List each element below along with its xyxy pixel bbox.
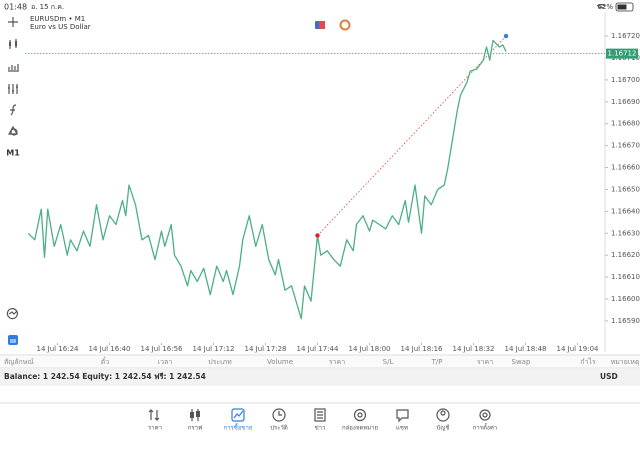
- tab-icons[interactable]: [148, 408, 491, 423]
- x-tick-label: 14 Jul 16:56: [141, 345, 184, 353]
- trade-open: [315, 233, 320, 238]
- status-date: อ. 15 ก.ค.: [31, 3, 64, 11]
- battery-icon: [615, 2, 634, 12]
- y-tick-label: 1.16680: [611, 120, 640, 128]
- x-tick-label: 14 Jul 17:44: [297, 345, 340, 353]
- x-tick-label: 14 Jul 18:32: [453, 345, 495, 353]
- chart-description: Euro vs US Dollar: [30, 23, 91, 31]
- x-tick-label: 14 Jul 18:16: [401, 345, 444, 353]
- current-price-box: [606, 48, 638, 59]
- x-tick-label: 14 Jul 18:00: [349, 345, 391, 353]
- account-summary: Balance: 1 242.54 Equity: 1 242.54 ฟรี: …: [4, 372, 206, 381]
- tab-label[interactable]: การตั้งค่า: [473, 422, 497, 432]
- price-line: [27, 39, 507, 320]
- trade-buttons[interactable]: [315, 19, 351, 31]
- y-tick-label: 1.16640: [611, 207, 640, 215]
- column-header: ประเภท: [208, 358, 232, 366]
- toolbar[interactable]: [6, 17, 19, 345]
- trade-close: [503, 33, 509, 39]
- x-tick-label: 14 Jul 16:40: [89, 345, 131, 353]
- x-tick-label: 14 Jul 18:48: [505, 345, 547, 353]
- x-tick-label: 14 Jul 16:24: [37, 345, 80, 353]
- y-tick-label: 1.16720: [611, 32, 640, 40]
- y-tick-label: 1.16660: [611, 164, 640, 172]
- tab-label[interactable]: ราคา: [148, 425, 162, 432]
- timeframe[interactable]: M1: [6, 149, 20, 158]
- y-tick-label: 1.16590: [611, 317, 640, 325]
- column-header: ราคา: [329, 358, 345, 366]
- column-header: ตั๋ว: [101, 357, 110, 366]
- column-header: สัญลักษณ์: [4, 358, 34, 366]
- current-price-label: 1.16712: [608, 50, 637, 58]
- y-tick-label: 1.16620: [611, 251, 640, 259]
- column-header: หมายเหตุ: [611, 358, 640, 366]
- table-header: [0, 356, 640, 368]
- y-tick-label: 1.16600: [611, 295, 640, 303]
- balance-row: [0, 369, 640, 386]
- status-battery: 62%: [597, 3, 613, 11]
- tab-label[interactable]: แชท: [396, 425, 408, 432]
- x-tick-label: 14 Jul 19:04: [557, 345, 600, 353]
- column-header: กำไร: [580, 357, 596, 366]
- account-currency: USD: [600, 372, 618, 381]
- y-tick-label: 1.16650: [611, 185, 640, 193]
- column-header: ราคา: [477, 358, 493, 366]
- tab-label[interactable]: ข่าว: [315, 425, 326, 432]
- x-tick-label: 14 Jul 17:28: [245, 345, 287, 353]
- y-tick-label: 1.16630: [611, 229, 640, 237]
- tab-label[interactable]: กล่องจดหมาย: [342, 425, 378, 432]
- column-header: T/P: [431, 358, 443, 366]
- status-time: 01:48: [4, 3, 27, 12]
- tab-label[interactable]: บัญชี: [437, 424, 450, 432]
- chart-symbol: EURUSDm • M1: [30, 15, 85, 23]
- y-tick-label: 1.16610: [611, 273, 640, 281]
- y-tick-label: 1.16690: [611, 98, 640, 106]
- column-header: S/L: [383, 358, 394, 366]
- y-tick-label: 1.16700: [611, 76, 640, 84]
- column-header: Volume: [267, 358, 293, 366]
- tab-label[interactable]: ประวัติ: [270, 425, 288, 432]
- wifi-icon: [596, 3, 606, 9]
- tab-label[interactable]: การซื้อขาย: [224, 422, 253, 432]
- y-tick-label: 1.16670: [611, 142, 640, 150]
- column-header: เวลา: [158, 358, 173, 366]
- tab-label[interactable]: กราฟ: [188, 425, 202, 432]
- column-header: Swap: [512, 358, 531, 366]
- x-tick-label: 14 Jul 17:12: [193, 345, 235, 353]
